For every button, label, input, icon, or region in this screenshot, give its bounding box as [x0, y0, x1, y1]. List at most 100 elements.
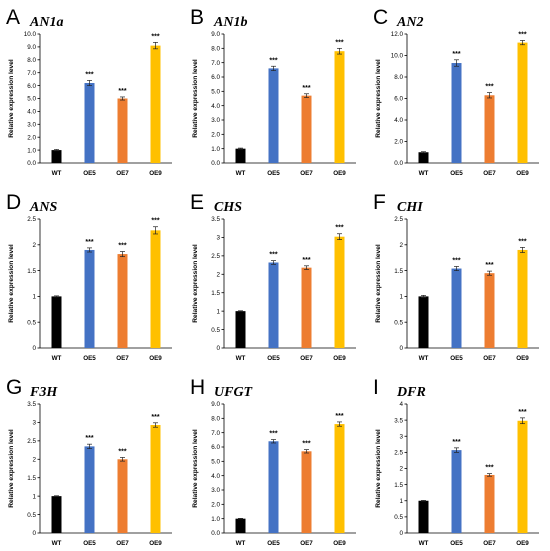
y-tick-label: 0: [32, 530, 36, 537]
x-tick-label: OE9: [333, 170, 346, 177]
x-tick-label: OE7: [116, 170, 129, 177]
bar-oe9: [334, 51, 345, 164]
significance-mark: ***: [518, 409, 526, 416]
y-tick-label: 2.5: [27, 438, 36, 445]
y-tick-label: 1.0: [211, 146, 220, 153]
bar-wt: [418, 500, 429, 533]
y-tick-label: 0: [399, 530, 403, 537]
y-tick-label: 4.0: [211, 103, 220, 110]
y-tick-label: 3.0: [211, 487, 220, 494]
bar-wt: [235, 518, 246, 533]
y-tick-label: 5.0: [211, 89, 220, 96]
significance-mark: ***: [452, 51, 460, 58]
bar-oe9: [517, 42, 528, 163]
x-tick-label: OE9: [149, 170, 162, 177]
x-tick-label: WT: [419, 170, 429, 177]
y-tick-label: 0.5: [27, 512, 36, 519]
bar-oe5: [84, 446, 95, 533]
x-tick-label: OE7: [483, 355, 496, 362]
y-tick-label: 0.0: [27, 160, 36, 167]
y-tick-label: 2: [399, 242, 403, 249]
bar-oe9: [150, 45, 161, 163]
y-tick-label: 3.0: [27, 122, 36, 129]
significance-mark: ***: [85, 435, 93, 442]
x-tick-label: OE7: [116, 355, 129, 362]
y-tick-label: 9.0: [27, 44, 36, 51]
y-tick-label: 5.0: [211, 459, 220, 466]
y-tick-label: 1.5: [394, 268, 403, 275]
panel-letter: E: [190, 191, 204, 214]
x-tick-label: WT: [419, 355, 429, 362]
y-tick-label: 8.0: [211, 416, 220, 423]
y-tick-label: 2: [216, 271, 220, 278]
y-tick-label: 2.0: [211, 502, 220, 509]
x-tick-label: OE5: [450, 355, 463, 362]
y-tick-label: 6.0: [211, 74, 220, 81]
y-tick-label: 1.0: [211, 516, 220, 523]
panel-e: E CHS Relative expression level 0 0.5 1 1.5 2 2.…: [190, 191, 356, 362]
y-tick-label: 4.0: [394, 117, 403, 124]
y-tick-label: 3.5: [211, 216, 220, 223]
x-tick-label: WT: [236, 170, 246, 177]
y-tick-label: 6.0: [394, 96, 403, 103]
panel-i: I DFR Relative expression level 0 0.5 1 1.5 2 2.…: [373, 376, 539, 547]
y-tick-label: 4: [399, 401, 403, 408]
significance-mark: ***: [452, 257, 460, 264]
panel-letter: A: [6, 6, 20, 29]
x-tick-label: WT: [52, 170, 62, 177]
bar-oe5: [268, 262, 279, 348]
bar-oe7: [301, 451, 312, 533]
bar-wt: [235, 148, 246, 163]
y-tick-label: 6.0: [27, 83, 36, 90]
y-tick-label: 0.0: [211, 160, 220, 167]
bar-oe5: [84, 249, 95, 348]
bar-wt: [51, 150, 62, 163]
panel-a: A AN1a Relative expression level 0.0 1.0 2.0 3…: [6, 6, 172, 177]
bar-wt: [418, 296, 429, 348]
x-tick-label: OE7: [300, 355, 313, 362]
bar-oe9: [334, 424, 345, 533]
y-tick-label: 9.0: [211, 31, 220, 38]
y-tick-label: 0: [32, 345, 36, 352]
x-tick-label: OE9: [149, 355, 162, 362]
x-tick-label: WT: [52, 540, 62, 547]
y-axis-label: Relative expression level: [8, 429, 15, 508]
panel-g: G F3H Relative expression level 0 0.5 1 1.5 2 2.…: [6, 376, 172, 547]
significance-mark: ***: [269, 252, 277, 259]
y-tick-label: 2.0: [394, 139, 403, 146]
significance-mark: ***: [118, 88, 126, 95]
bar-oe5: [451, 450, 462, 533]
bar-oe5: [451, 268, 462, 348]
y-tick-label: 6.0: [211, 444, 220, 451]
bar-oe9: [150, 425, 161, 533]
significance-mark: ***: [485, 84, 493, 91]
x-tick-label: OE7: [116, 540, 129, 547]
y-axis-label: Relative expression level: [8, 244, 15, 323]
bar-oe5: [268, 441, 279, 533]
bar-oe7: [484, 273, 495, 348]
x-tick-label: OE9: [516, 540, 529, 547]
y-axis-label: Relative expression level: [8, 59, 15, 138]
y-tick-label: 2.5: [394, 450, 403, 457]
y-tick-label: 0.0: [394, 160, 403, 167]
significance-mark: ***: [269, 431, 277, 438]
x-tick-label: OE9: [516, 170, 529, 177]
bar-oe9: [334, 236, 345, 348]
chart-title: AN1b: [213, 15, 247, 30]
x-tick-label: OE5: [450, 540, 463, 547]
significance-mark: ***: [518, 31, 526, 38]
significance-mark: ***: [452, 439, 460, 446]
y-tick-label: 3.5: [27, 401, 36, 408]
x-tick-label: OE5: [83, 355, 96, 362]
x-tick-label: OE9: [149, 540, 162, 547]
y-tick-label: 1.5: [211, 290, 220, 297]
chart-title: CHS: [214, 200, 242, 215]
y-tick-label: 0.0: [211, 530, 220, 537]
y-tick-label: 1.5: [27, 475, 36, 482]
x-tick-label: WT: [236, 540, 246, 547]
y-tick-label: 5.0: [27, 96, 36, 103]
y-tick-label: 4.0: [211, 473, 220, 480]
chart-title: AN1a: [29, 15, 63, 30]
y-tick-label: 2: [32, 242, 36, 249]
